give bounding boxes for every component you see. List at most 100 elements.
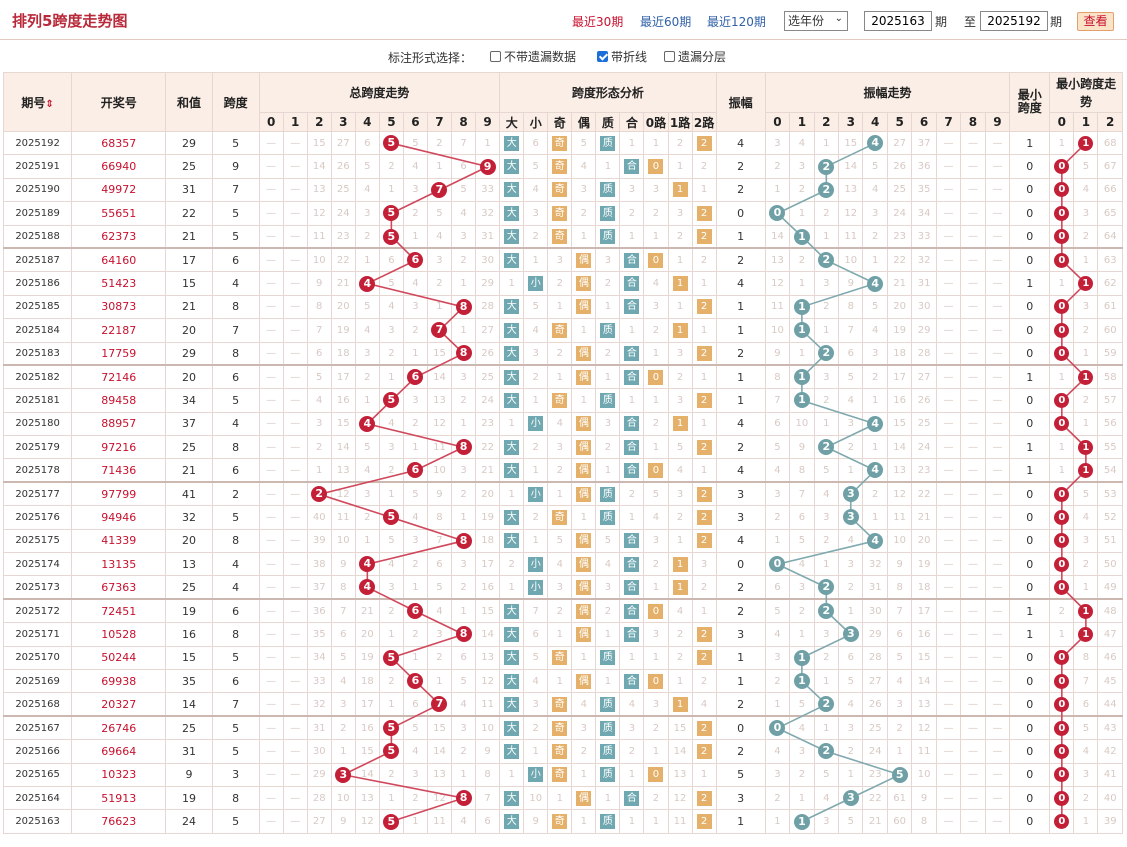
shape-hit-cell: 合	[619, 411, 645, 437]
min-miss-cell: 1	[1073, 411, 1099, 437]
shape-miss-cell: 5	[643, 481, 669, 507]
shape-tag: 1	[672, 696, 688, 712]
span-cell: 7	[211, 692, 260, 717]
min-miss-cell: 2	[1073, 388, 1099, 413]
amp-ball: 4	[867, 275, 884, 292]
period-60-link[interactable]: 最近60期	[640, 15, 692, 29]
span-miss-cell: 4	[450, 809, 477, 834]
to-issue-input[interactable]	[980, 11, 1048, 31]
shape-hit-cell: 2	[691, 645, 717, 670]
layered-checkbox[interactable]	[664, 51, 675, 62]
span-miss-cell: 3	[402, 762, 428, 787]
shape-hit-cell: 合	[619, 575, 645, 600]
number-cell: 41339	[71, 528, 167, 554]
shape-hit-cell: 1	[667, 271, 693, 296]
option-no-missing[interactable]: 不带遗漏数据	[490, 48, 576, 65]
no-missing-checkbox[interactable]	[490, 51, 501, 62]
shape-miss-cell: 4	[547, 552, 573, 577]
span-miss-cell: 19	[354, 645, 380, 670]
span-miss-cell: 6	[306, 341, 332, 366]
shape-hit-cell: 偶	[571, 668, 597, 694]
span-cell: 8	[211, 294, 260, 320]
shape-miss-cell: 4	[619, 692, 645, 717]
sum-cell: 15	[165, 645, 213, 670]
number-cell: 72451	[71, 598, 167, 624]
amp-miss-cell: —	[960, 154, 986, 179]
span-miss-cell: 19	[475, 505, 501, 530]
span-digit-header: 0	[258, 112, 284, 132]
span-miss-cell: 30	[306, 739, 332, 764]
shape-miss-cell: 13	[667, 762, 693, 787]
span-cell: 5	[211, 505, 260, 530]
shape-tag: 偶	[576, 462, 592, 478]
shape-tag: 质	[600, 322, 616, 338]
chevron-down-icon: ⌄	[834, 13, 843, 24]
min-miss-cell: 57	[1097, 388, 1123, 413]
amp-miss-cell: 22	[911, 481, 937, 507]
span-miss-cell: 1	[378, 177, 404, 203]
amp-miss-cell: 29	[862, 622, 888, 647]
amp-miss-cell: 17	[911, 598, 937, 624]
span-miss-cell: 19	[330, 318, 356, 343]
number-cell: 68357	[71, 130, 167, 156]
min-miss-cell: 54	[1097, 458, 1123, 483]
shape-hit-cell: 奇	[547, 224, 573, 249]
shape-hit-cell: 偶	[571, 575, 597, 600]
shape-hit-cell: 合	[619, 341, 645, 366]
amp-miss-cell: 18	[886, 341, 913, 366]
shape-tag: 奇	[552, 720, 568, 736]
amp-miss-cell: 7	[789, 481, 815, 507]
shape-hit-cell: 小	[523, 575, 549, 600]
amp-digit-header: 7	[935, 112, 962, 132]
amp-ball: 1	[793, 228, 810, 245]
span-ball: 9	[479, 158, 496, 175]
span-miss-cell: —	[258, 785, 284, 811]
from-issue-input[interactable]	[864, 11, 932, 31]
shape-miss-cell: 2	[619, 481, 645, 507]
table-row: 2025177 97799 41 2— —2 12 3 1 5 9 2 20 1 小 1 偶质 2 5 3 2 3 3 7 4…	[3, 481, 1123, 507]
period-30-link[interactable]: 最近30期	[572, 15, 624, 29]
table-row: 2025190 49972 31 7— —13 25 4 1 3 7 5 33 大 4 奇 3 质 3 3 1 1 2 1 2…	[3, 177, 1123, 203]
option-with-line[interactable]: 带折线	[597, 48, 647, 65]
min-miss-cell: 3	[1073, 294, 1099, 320]
period-120-link[interactable]: 最近120期	[707, 15, 766, 29]
amp-miss-cell: —	[935, 552, 962, 577]
min-digit-header: 2	[1097, 112, 1123, 132]
issue-cell: 2025184	[3, 318, 73, 343]
amp-miss-cell: 19	[911, 552, 937, 577]
issue-cell: 2025177	[3, 481, 73, 507]
shape-hit-cell: 奇	[547, 739, 573, 764]
span-miss-cell: 33	[306, 668, 332, 694]
min-ball: 0	[1054, 392, 1070, 408]
span-miss-cell: —	[282, 739, 308, 764]
span-cell: 5	[211, 224, 260, 249]
min-hit-cell: 0	[1049, 294, 1075, 320]
issue-header[interactable]: 期号⇕	[3, 72, 73, 132]
shape-tag: 质	[600, 392, 616, 408]
shape-tag: 2	[696, 650, 712, 666]
min-hit-cell: 0	[1049, 785, 1075, 811]
shape-tag: 大	[504, 533, 520, 549]
min-span-cell: 0	[1009, 785, 1051, 811]
year-select[interactable]: 选年份 ⌄	[784, 11, 848, 31]
amp-miss-cell: —	[960, 575, 986, 600]
amp-cell: 3	[715, 785, 766, 811]
shape-hit-cell: 大	[499, 435, 525, 460]
with-line-checkbox[interactable]	[597, 51, 608, 62]
shape-miss-cell: 1	[571, 224, 597, 249]
span-miss-cell: 6	[378, 247, 404, 273]
sum-cell: 25	[165, 154, 213, 179]
amp-miss-cell: 2	[862, 224, 888, 249]
amp-miss-cell: 12	[838, 201, 864, 226]
amp-hit-cell: 1	[789, 668, 815, 694]
span-digit-header: 7	[426, 112, 453, 132]
amp-miss-cell: —	[984, 505, 1011, 530]
span-miss-cell: 4	[426, 598, 453, 624]
amp-miss-cell: 26	[911, 388, 937, 413]
span-cell: 6	[211, 247, 260, 273]
amp-miss-cell: 5	[764, 435, 791, 460]
span-miss-cell: —	[258, 739, 284, 764]
query-button[interactable]: 查看	[1077, 12, 1114, 31]
shape-miss-cell: 3	[523, 692, 549, 717]
option-layered[interactable]: 遗漏分层	[664, 48, 726, 65]
